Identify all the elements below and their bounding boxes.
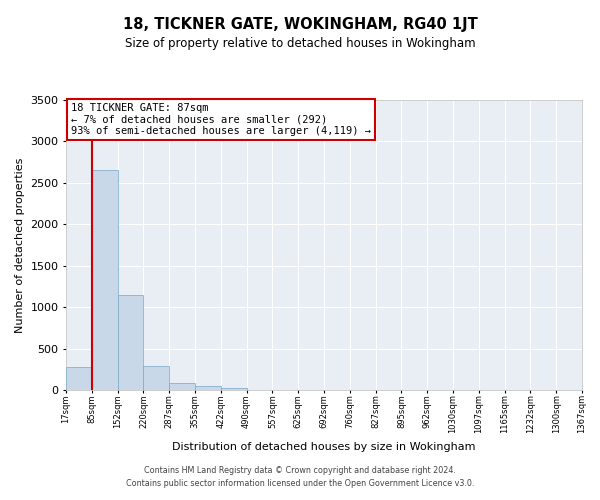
Bar: [66, 367, 92, 390]
Bar: [92, 170, 118, 390]
Bar: [195, 386, 221, 390]
X-axis label: Distribution of detached houses by size in Wokingham: Distribution of detached houses by size …: [172, 442, 476, 452]
Bar: [221, 388, 247, 390]
Text: Size of property relative to detached houses in Wokingham: Size of property relative to detached ho…: [125, 38, 475, 51]
Text: 18 TICKNER GATE: 87sqm
← 7% of detached houses are smaller (292)
93% of semi-det: 18 TICKNER GATE: 87sqm ← 7% of detached …: [71, 103, 371, 136]
Text: Contains HM Land Registry data © Crown copyright and database right 2024.
Contai: Contains HM Land Registry data © Crown c…: [126, 466, 474, 487]
Bar: [169, 382, 195, 390]
Y-axis label: Number of detached properties: Number of detached properties: [14, 158, 25, 332]
Bar: [118, 294, 143, 390]
Bar: [143, 366, 169, 390]
Text: 18, TICKNER GATE, WOKINGHAM, RG40 1JT: 18, TICKNER GATE, WOKINGHAM, RG40 1JT: [122, 18, 478, 32]
